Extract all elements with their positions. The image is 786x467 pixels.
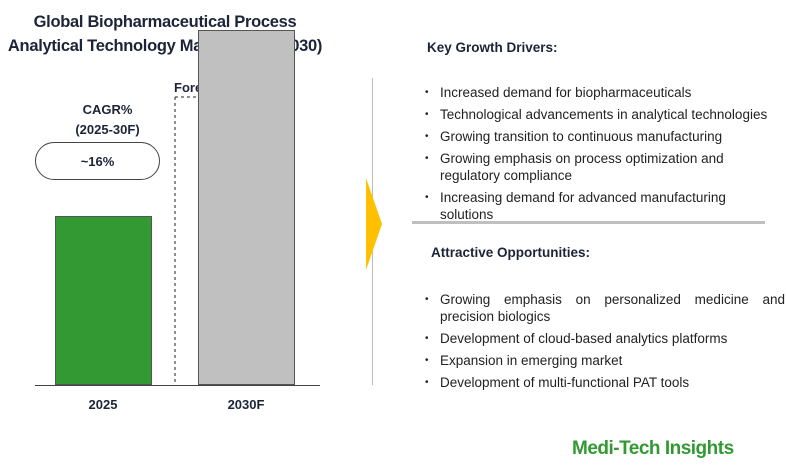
brand-logo: Medi-Tech Insights [572,438,734,459]
bar-2030f [198,30,295,385]
list-item: Expansion in emerging market [425,352,785,369]
list-item: Growing emphasis on process optimization… [425,150,770,184]
divider-horizontal [412,221,765,224]
tick-label-2025: 2025 [88,397,118,412]
arrow-chevron-icon [366,178,382,270]
opportunities-list: Growing emphasis on personalized medicin… [425,291,785,396]
cagr-label: CAGR% (2025-30F) [75,102,140,137]
drivers-list: Increased demand for biopharmaceuticals T… [425,84,770,228]
list-item: Development of multi-functional PAT tool… [425,374,785,391]
cagr-value-pill: ~16% [35,142,160,180]
list-item: Increasing demand for advanced manufactu… [425,189,770,223]
drivers-heading: Key Growth Drivers: [427,40,558,55]
tick-label-2030f: 2030F [227,397,265,412]
list-item: Development of cloud-based analytics pla… [425,330,785,347]
list-item: Increased demand for biopharmaceuticals [425,84,770,101]
list-item: Growing emphasis on personalized medicin… [425,291,785,325]
opportunities-heading: Attractive Opportunities: [431,245,591,260]
bar-2025 [55,216,152,385]
list-item: Growing transition to continuous manufac… [425,128,770,145]
x-axis [35,385,320,386]
list-item: Technological advancements in analytical… [425,106,770,123]
